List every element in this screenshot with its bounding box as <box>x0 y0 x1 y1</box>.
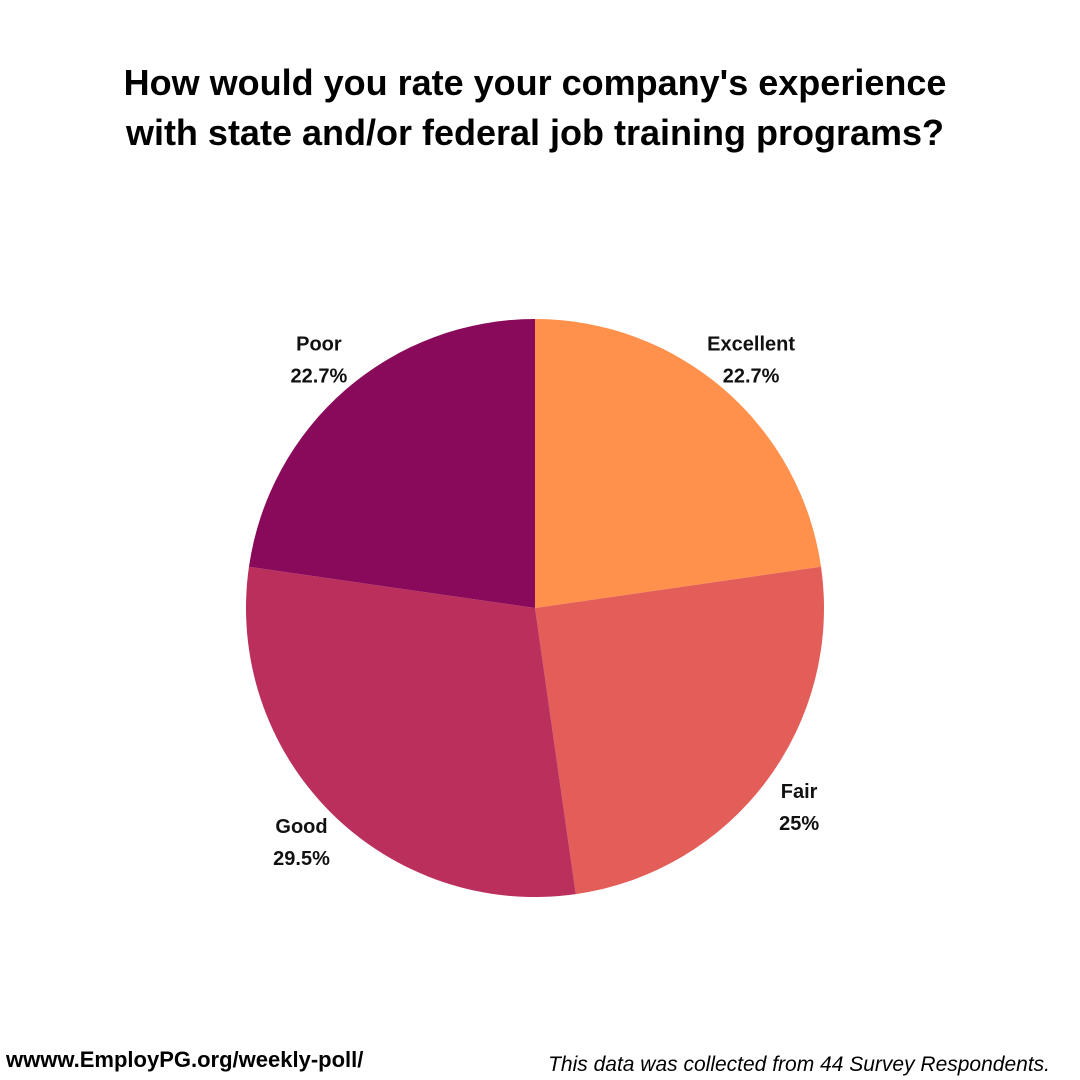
slice-label-poor: Poor <box>296 334 342 356</box>
pie-slices <box>245 319 825 897</box>
pie-slice-excellent <box>535 319 822 608</box>
slice-value-good: 29.5% <box>273 848 330 870</box>
slice-label-excellent: Excellent <box>707 334 795 356</box>
slice-value-fair: 25% <box>779 813 819 835</box>
pie-slice-poor <box>248 319 535 608</box>
pie-slice-good <box>245 566 576 897</box>
chart-title-line-1: How would you rate your company's experi… <box>123 62 947 103</box>
footer-url: wwww.EmployPG.org/weekly-poll/ <box>6 1047 364 1072</box>
chart-title-line-2: with state and/or federal job training p… <box>125 112 945 153</box>
slice-label-good: Good <box>275 816 327 838</box>
slice-value-poor: 22.7% <box>291 366 348 388</box>
pie-labels: Excellent 22.7% Fair 25% Good 29.5% Poor 22.7% <box>273 334 819 871</box>
chart-title: How would you rate your company's experi… <box>40 58 1030 158</box>
footer-note: This data was collected from 44 Survey R… <box>548 1053 1050 1076</box>
slice-label-fair: Fair <box>781 781 818 803</box>
pie-slice-fair <box>535 566 825 895</box>
slice-value-excellent: 22.7% <box>723 366 780 388</box>
